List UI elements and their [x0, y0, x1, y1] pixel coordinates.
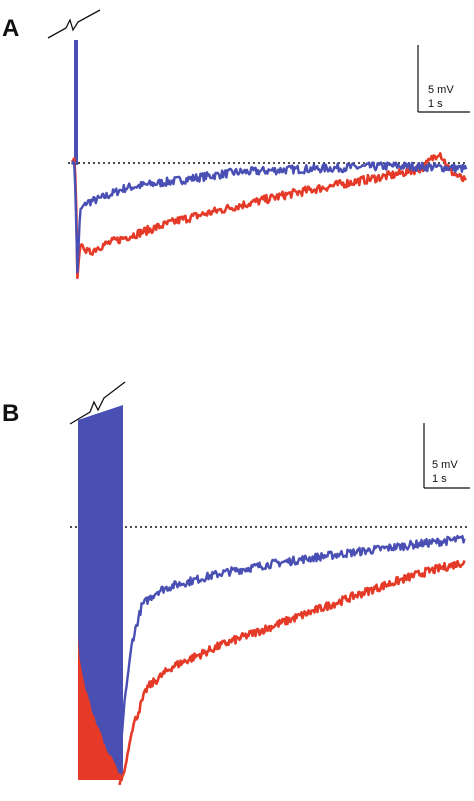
- panel-a-blue-trace: [70, 160, 468, 274]
- panel-a-stimulus-artifact: [74, 40, 78, 165]
- panel-b-voltage-scale-label: 5 mV: [432, 459, 458, 471]
- panel-b-red-trace: [118, 559, 466, 786]
- panel-a: A 5 mV 1 s: [2, 9, 470, 280]
- panel-b-blue-trace: [118, 534, 466, 767]
- panel-a-time-scale-label: 1 s: [428, 98, 443, 110]
- panel-b-break-marker: [69, 381, 126, 425]
- panel-b-stimulus-block-blue: [78, 405, 123, 780]
- panel-b-label: B: [2, 400, 19, 427]
- panel-b-time-scale-label: 1 s: [432, 473, 447, 485]
- panel-a-voltage-scale-label: 5 mV: [428, 84, 454, 96]
- panel-b-stimulus-block-red: [78, 636, 123, 780]
- panel-b-scale-bar: 5 mV 1 s: [423, 423, 470, 489]
- panel-a-label: A: [2, 15, 19, 42]
- panel-a-break-marker: [47, 9, 101, 39]
- panel-a-scale-bar: 5 mV 1 s: [417, 45, 470, 113]
- panel-b: B 5 mV 1 s: [2, 381, 470, 786]
- panel-a-red-trace: [70, 152, 468, 280]
